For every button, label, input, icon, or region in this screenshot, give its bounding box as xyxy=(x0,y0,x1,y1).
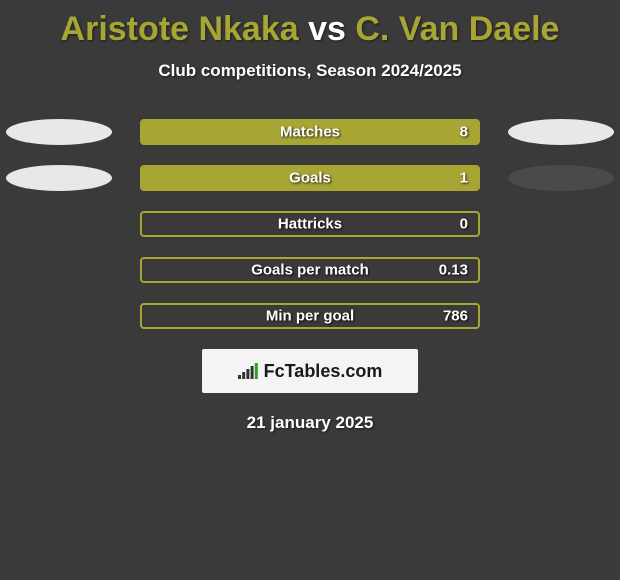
stat-label: Hattricks xyxy=(278,216,342,233)
player2-name: C. Van Daele xyxy=(346,10,560,48)
left-ellipse xyxy=(6,165,112,191)
stat-rows: Matches 8 Goals 1 Hattricks 0 Goals per match 0… xyxy=(0,119,620,329)
subtitle: Club competitions, Season 2024/2025 xyxy=(0,61,620,81)
stat-row: Goals 1 xyxy=(0,165,620,191)
logo-content: FcTables.com xyxy=(238,361,383,382)
stat-value: 8 xyxy=(460,124,468,141)
stat-row: Hattricks 0 xyxy=(0,211,620,237)
stat-bar: Goals 1 xyxy=(140,165,480,191)
stat-label: Goals xyxy=(289,170,331,187)
logo-text: FcTables.com xyxy=(264,361,383,382)
date-text: 21 january 2025 xyxy=(0,413,620,433)
stat-row: Min per goal 786 xyxy=(0,303,620,329)
stat-label: Matches xyxy=(280,124,340,141)
vs-text: vs xyxy=(308,10,346,48)
stat-row: Goals per match 0.13 xyxy=(0,257,620,283)
stat-row: Matches 8 xyxy=(0,119,620,145)
stat-value: 786 xyxy=(443,308,468,325)
right-ellipse xyxy=(508,165,614,191)
left-ellipse xyxy=(6,119,112,145)
stat-label: Min per goal xyxy=(266,308,354,325)
stat-value: 0.13 xyxy=(439,262,468,279)
stat-bar: Hattricks 0 xyxy=(140,211,480,237)
stat-bar: Min per goal 786 xyxy=(140,303,480,329)
right-ellipse xyxy=(508,119,614,145)
stat-bar: Matches 8 xyxy=(140,119,480,145)
comparison-title: Aristote Nkaka vs C. Van Daele xyxy=(0,0,620,49)
bars-icon xyxy=(238,362,260,380)
stat-bar: Goals per match 0.13 xyxy=(140,257,480,283)
stat-value: 1 xyxy=(460,170,468,187)
stat-label: Goals per match xyxy=(251,262,369,279)
fctables-logo[interactable]: FcTables.com xyxy=(202,349,418,393)
player1-name: Aristote Nkaka xyxy=(61,10,309,48)
stat-value: 0 xyxy=(460,216,468,233)
